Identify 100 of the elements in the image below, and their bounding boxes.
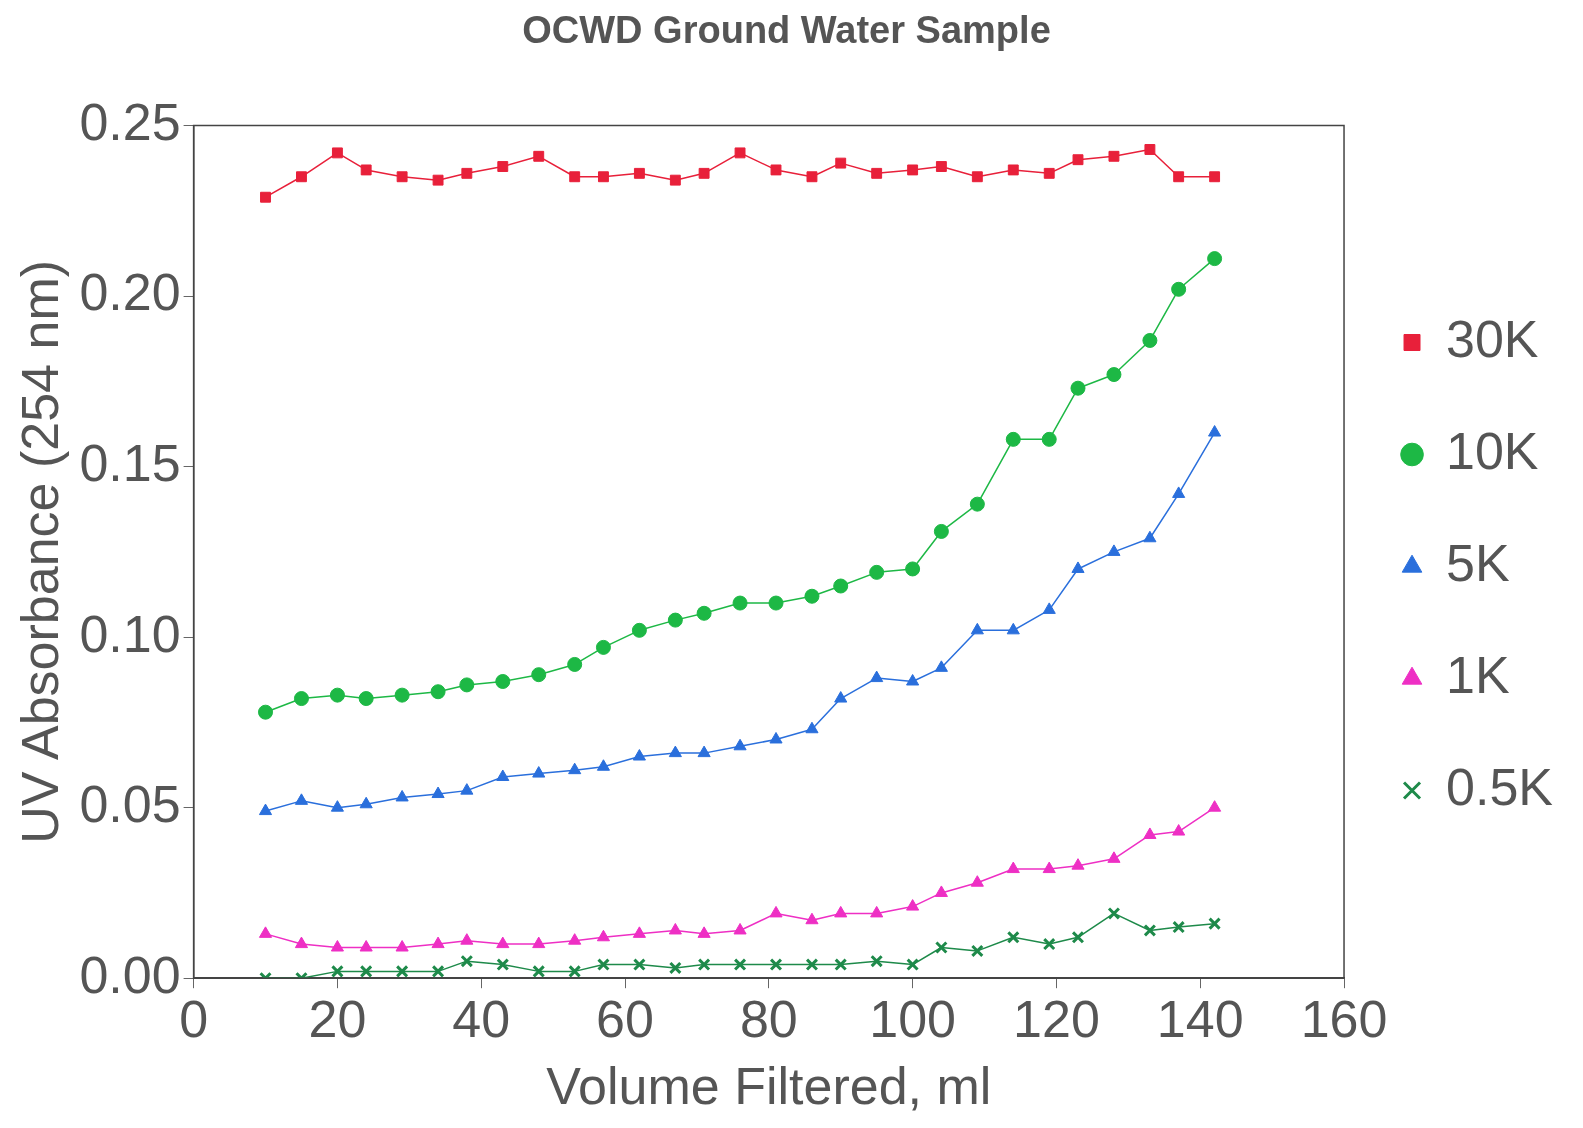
point [769, 905, 783, 918]
y-tick-label: 0.05 [79, 775, 181, 834]
point [934, 660, 948, 672]
point [1172, 486, 1186, 498]
point [1106, 367, 1122, 383]
point [395, 789, 409, 802]
point [331, 147, 343, 159]
point [933, 523, 949, 539]
point [1071, 561, 1085, 573]
y-axis-title: UV Absorbance (254 nm) [10, 259, 69, 844]
point [870, 954, 884, 968]
point [330, 940, 344, 952]
point [598, 171, 609, 183]
point [532, 964, 546, 978]
point [431, 786, 445, 799]
point [1143, 827, 1157, 839]
point [1143, 924, 1157, 937]
point [1042, 861, 1056, 874]
point [1041, 431, 1057, 447]
point [934, 941, 948, 954]
point [496, 769, 510, 781]
point [834, 905, 848, 918]
point [1072, 154, 1084, 166]
point [396, 171, 408, 183]
point [1070, 380, 1086, 396]
y-tick-label: 0.20 [79, 263, 181, 322]
point [834, 958, 848, 972]
chart-title: OCWD Ground Water Sample [522, 9, 1051, 52]
point [769, 731, 783, 744]
point [431, 964, 445, 978]
point [531, 667, 547, 683]
point [460, 933, 474, 945]
point [1144, 144, 1156, 155]
point [1042, 937, 1056, 951]
legend-label: 10K [1446, 421, 1539, 480]
point [260, 191, 271, 203]
point [698, 167, 710, 179]
point [460, 783, 474, 795]
point [769, 958, 783, 972]
point [432, 174, 444, 186]
point [668, 961, 682, 975]
point [358, 691, 374, 707]
point [360, 164, 372, 176]
point [970, 944, 984, 958]
point [633, 167, 645, 179]
point [1107, 851, 1121, 863]
y-tick-label: 0.15 [79, 433, 181, 492]
point [805, 958, 819, 972]
point [907, 164, 919, 176]
point [329, 687, 345, 703]
point [906, 958, 920, 972]
point [459, 677, 475, 693]
point [1172, 824, 1186, 836]
point [1142, 332, 1158, 348]
x-tick-label: 20 [308, 989, 367, 1048]
point [1006, 861, 1020, 874]
point [970, 875, 984, 887]
point [805, 721, 819, 734]
point [804, 588, 820, 604]
point [970, 622, 984, 635]
point [1071, 930, 1085, 944]
point [833, 578, 849, 594]
point [632, 926, 646, 938]
x-tick-label: 0 [179, 989, 209, 1048]
point [806, 171, 818, 183]
point [1108, 150, 1120, 162]
point [770, 164, 782, 176]
x-tick-label: 80 [739, 989, 798, 1048]
point [359, 964, 373, 978]
legend-label: 30K [1446, 309, 1539, 368]
point [1172, 920, 1186, 934]
point [296, 171, 307, 183]
point [394, 687, 410, 703]
point [294, 793, 309, 805]
legend-label: 0.5K [1446, 757, 1554, 816]
point [293, 691, 309, 707]
x-tick-label: 40 [452, 989, 511, 1048]
point [596, 759, 611, 771]
y-tick-label: 0.25 [79, 92, 181, 151]
point [533, 150, 545, 162]
point [258, 803, 273, 816]
point [359, 796, 373, 809]
point [395, 964, 409, 978]
point [1208, 800, 1222, 812]
point [568, 964, 582, 978]
x-tick-label: 60 [596, 989, 654, 1048]
point [834, 691, 848, 703]
point [733, 738, 747, 751]
point [1209, 171, 1221, 183]
point [1043, 167, 1055, 179]
point [1143, 530, 1157, 543]
point [734, 147, 746, 159]
point [905, 561, 921, 577]
point [732, 595, 748, 611]
point [294, 936, 309, 949]
point [568, 933, 582, 945]
point [1007, 164, 1019, 176]
point [632, 749, 646, 761]
point [871, 167, 883, 179]
point [496, 936, 510, 949]
